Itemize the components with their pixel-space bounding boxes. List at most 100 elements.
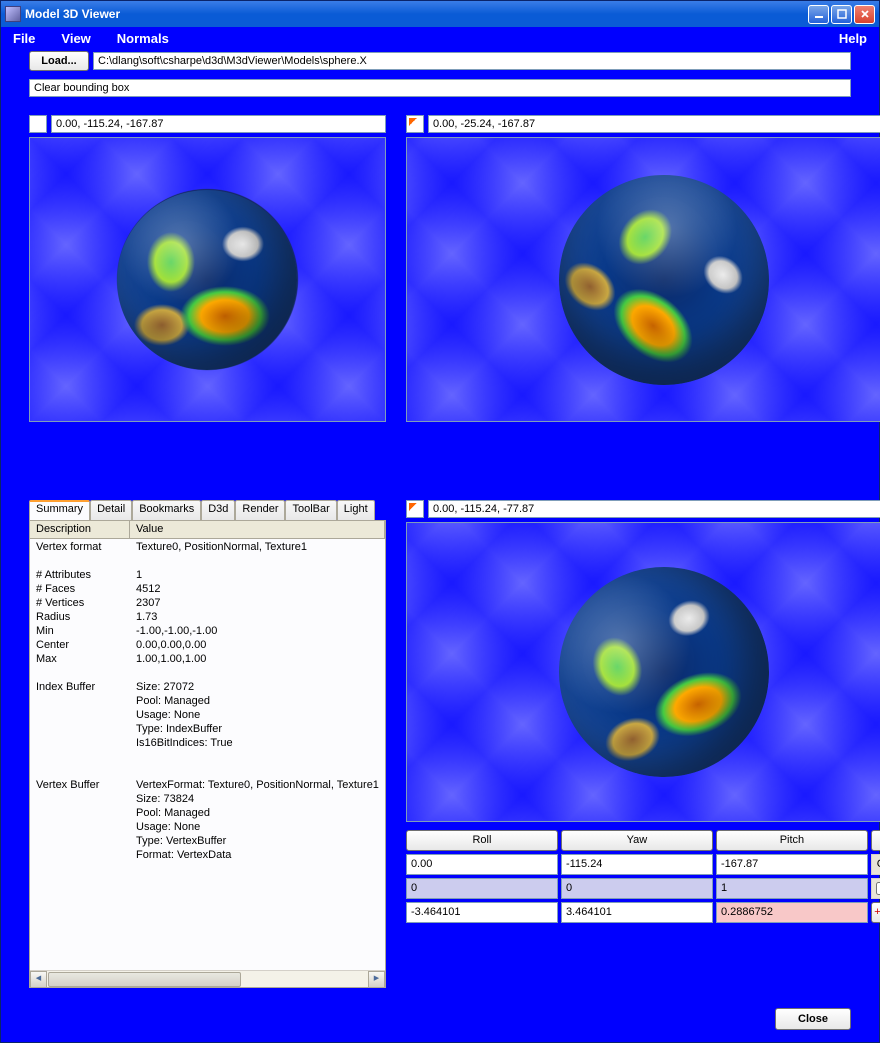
zoom-c-input[interactable]	[716, 902, 868, 923]
status-row	[1, 73, 879, 103]
transform-controls: Roll Yaw Pitch Reset Camera Light Dir	[406, 830, 880, 923]
cell-value: 1.00,1.00,1.00	[130, 653, 385, 667]
camera-x-input[interactable]	[406, 854, 558, 875]
cell-description	[30, 821, 130, 835]
cell-value: 4512	[130, 583, 385, 597]
reset-button[interactable]: Reset	[871, 830, 880, 851]
cell-value: Usage: None	[130, 709, 385, 723]
scroll-track[interactable]	[47, 971, 368, 987]
tab-light[interactable]: Light	[337, 500, 375, 520]
viewport-icon[interactable]	[29, 115, 47, 133]
tab-d3d[interactable]: D3d	[201, 500, 235, 520]
col-value[interactable]: Value	[130, 521, 385, 538]
controls-panel: 0.00, -115.24, -77.87 Roll Yaw Pitch Res…	[406, 500, 880, 989]
table-row: Min-1.00,-1.00,-1.00	[30, 625, 385, 639]
tab-render[interactable]: Render	[235, 500, 285, 520]
viewport-canvas[interactable]	[29, 137, 386, 422]
viewport-coords: 0.00, -25.24, -167.87	[428, 115, 880, 133]
table-row: Center0.00,0.00,0.00	[30, 639, 385, 653]
status-input[interactable]	[29, 79, 851, 97]
cell-value	[130, 765, 385, 779]
cell-description: # Attributes	[30, 569, 130, 583]
cell-description	[30, 667, 130, 681]
viewport-icon[interactable]	[406, 115, 424, 133]
viewport-bottom-right: 0.00, -115.24, -77.87	[406, 500, 880, 822]
cell-description	[30, 709, 130, 723]
cell-description	[30, 723, 130, 737]
cell-description: Index Buffer	[30, 681, 130, 695]
cell-description: Max	[30, 653, 130, 667]
menu-help[interactable]: Help	[839, 31, 867, 46]
table-row: Usage: None	[30, 709, 385, 723]
menu-file[interactable]: File	[13, 31, 35, 46]
menu-normals[interactable]: Normals	[117, 31, 169, 46]
tab-body: Description Value Vertex formatTexture0,…	[29, 520, 386, 989]
load-button[interactable]: Load...	[29, 51, 89, 71]
table-row	[30, 765, 385, 779]
zoom-button[interactable]: + Zoom -	[871, 902, 880, 923]
app-window: Model 3D Viewer File View Normals Help L…	[0, 0, 880, 1043]
minimize-icon	[814, 9, 824, 19]
cell-value: Is16BitIndices: True	[130, 737, 385, 751]
titlebar[interactable]: Model 3D Viewer	[1, 1, 879, 27]
cell-description: Vertex format	[30, 541, 130, 555]
cell-description	[30, 835, 130, 849]
viewport-canvas[interactable]	[406, 522, 880, 822]
scroll-right-icon[interactable]: ▶	[368, 971, 385, 988]
menu-view[interactable]: View	[61, 31, 90, 46]
lightdir-z-input[interactable]	[716, 878, 868, 899]
lightdir-y-input[interactable]	[561, 878, 713, 899]
table-row: Index BufferSize: 27072	[30, 681, 385, 695]
cell-description	[30, 807, 130, 821]
tab-bookmarks[interactable]: Bookmarks	[132, 500, 201, 520]
scroll-thumb[interactable]	[48, 972, 241, 987]
cell-value: Pool: Managed	[130, 807, 385, 821]
table-row: Is16BitIndices: True	[30, 737, 385, 751]
zoom-a-input[interactable]	[406, 902, 558, 923]
cell-value: Texture0, PositionNormal, Texture1	[130, 541, 385, 555]
table-row: Pool: Managed	[30, 807, 385, 821]
cell-description	[30, 849, 130, 863]
cell-description: # Vertices	[30, 597, 130, 611]
toolbar: Load...	[1, 49, 879, 73]
cell-description	[30, 737, 130, 751]
cell-description: Min	[30, 625, 130, 639]
pitch-button[interactable]: Pitch	[716, 830, 868, 851]
viewport-icon[interactable]	[406, 500, 424, 518]
tab-summary[interactable]: Summary	[29, 500, 90, 520]
cell-value: -1.00,-1.00,-1.00	[130, 625, 385, 639]
table-row: Type: VertexBuffer	[30, 835, 385, 849]
table-row: # Attributes1	[30, 569, 385, 583]
lightdir-checkbox[interactable]: Light Dir	[871, 878, 880, 899]
cell-value: 2307	[130, 597, 385, 611]
scrollbar-horizontal[interactable]: ◀ ▶	[30, 970, 385, 987]
yaw-button[interactable]: Yaw	[561, 830, 713, 851]
scroll-left-icon[interactable]: ◀	[30, 971, 47, 988]
tab-detail[interactable]: Detail	[90, 500, 132, 520]
cell-value: 1	[130, 569, 385, 583]
cell-description: Radius	[30, 611, 130, 625]
viewport-canvas[interactable]	[406, 137, 880, 422]
table-row	[30, 751, 385, 765]
cell-value: Type: VertexBuffer	[130, 835, 385, 849]
camera-z-input[interactable]	[716, 854, 868, 875]
cell-value: VertexFormat: Texture0, PositionNormal, …	[130, 779, 385, 793]
minimize-button[interactable]	[808, 5, 829, 24]
roll-button[interactable]: Roll	[406, 830, 558, 851]
camera-y-input[interactable]	[561, 854, 713, 875]
maximize-button[interactable]	[831, 5, 852, 24]
grid-header: Description Value	[30, 521, 385, 539]
close-button[interactable]	[854, 5, 875, 24]
lightdir-x-input[interactable]	[406, 878, 558, 899]
cell-description	[30, 751, 130, 765]
zoom-b-input[interactable]	[561, 902, 713, 923]
cell-value: 0.00,0.00,0.00	[130, 639, 385, 653]
app-icon	[5, 6, 21, 22]
lightdir-check-input[interactable]	[876, 882, 880, 895]
path-input[interactable]	[93, 52, 851, 70]
close-dialog-button[interactable]: Close	[775, 1008, 851, 1030]
table-row: Pool: Managed	[30, 695, 385, 709]
col-description[interactable]: Description	[30, 521, 130, 538]
tab-toolbar[interactable]: ToolBar	[285, 500, 336, 520]
cell-value: Size: 27072	[130, 681, 385, 695]
